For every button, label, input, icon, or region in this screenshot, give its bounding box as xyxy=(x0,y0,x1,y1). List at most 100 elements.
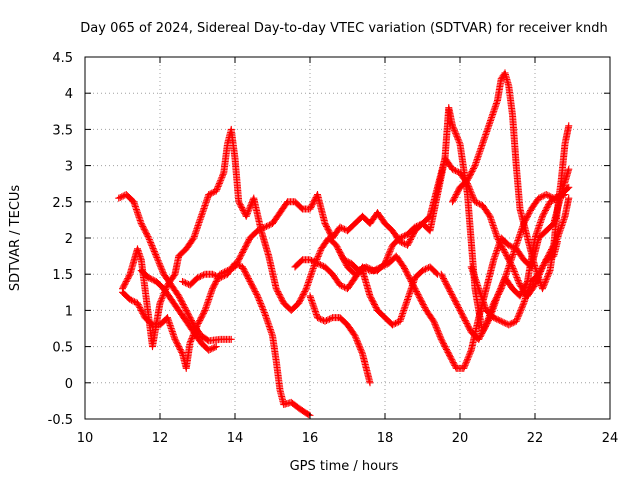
data-point xyxy=(420,302,428,310)
data-point xyxy=(443,282,451,290)
data-point xyxy=(415,292,423,300)
data-point xyxy=(455,138,463,146)
data-point xyxy=(502,319,510,327)
data-point xyxy=(382,258,390,266)
data-point xyxy=(139,309,147,317)
data-point xyxy=(298,293,306,301)
data-point xyxy=(515,311,523,319)
data-point xyxy=(212,343,220,351)
data-point xyxy=(431,320,439,328)
data-point xyxy=(297,295,305,303)
data-point xyxy=(157,296,165,304)
data-point xyxy=(363,265,371,273)
data-point xyxy=(318,262,326,270)
data-point xyxy=(215,181,223,189)
data-point xyxy=(188,334,196,342)
data-point xyxy=(150,246,158,254)
data-point xyxy=(253,290,261,298)
data-point xyxy=(219,172,226,180)
x-tick-label: 20 xyxy=(452,431,469,446)
data-point xyxy=(542,276,550,284)
data-point xyxy=(432,323,440,331)
data-point xyxy=(542,277,550,285)
data-point xyxy=(156,299,164,307)
data-point xyxy=(536,193,544,201)
data-point xyxy=(450,195,458,203)
data-point xyxy=(242,269,249,277)
data-point xyxy=(174,341,182,349)
data-point xyxy=(278,295,285,303)
data-point xyxy=(404,241,411,249)
data-point xyxy=(470,163,478,171)
data-point xyxy=(441,277,449,285)
data-point xyxy=(399,233,407,241)
data-point xyxy=(454,134,461,142)
x-axis-label: GPS time / hours xyxy=(290,459,399,474)
data-point xyxy=(323,224,331,232)
data-point xyxy=(406,237,414,245)
data-point xyxy=(200,308,208,316)
data-point xyxy=(145,236,153,244)
data-point xyxy=(438,337,446,345)
data-point xyxy=(539,285,546,293)
data-point xyxy=(308,256,315,264)
data-point xyxy=(435,331,443,339)
y-tick-label: 4.5 xyxy=(52,51,73,66)
data-point xyxy=(543,204,551,212)
data-point xyxy=(214,184,221,192)
data-point xyxy=(310,263,318,271)
data-point xyxy=(401,232,408,240)
data-point xyxy=(466,349,474,357)
data-point xyxy=(453,167,461,175)
data-point xyxy=(506,320,514,328)
data-point xyxy=(235,256,243,264)
data-point xyxy=(336,223,344,231)
data-point xyxy=(430,319,438,327)
data-point xyxy=(539,192,547,200)
data-point xyxy=(536,269,543,277)
data-point xyxy=(238,204,246,212)
data-point xyxy=(385,249,393,257)
data-point xyxy=(171,335,179,343)
data-point xyxy=(438,272,446,280)
data-point xyxy=(514,275,521,283)
data-point xyxy=(449,359,457,367)
data-point xyxy=(211,280,219,288)
data-point xyxy=(173,340,181,348)
data-point xyxy=(239,247,247,255)
data-point xyxy=(440,341,448,349)
data-point xyxy=(400,263,408,271)
data-point xyxy=(148,275,156,283)
data-point xyxy=(540,209,548,217)
data-point xyxy=(413,288,420,296)
data-point xyxy=(501,248,509,256)
data-point xyxy=(273,286,281,294)
data-point xyxy=(354,339,362,347)
data-point xyxy=(354,269,362,277)
y-tick-label: 2.5 xyxy=(52,196,73,211)
data-point xyxy=(221,272,228,280)
x-tick-label: 16 xyxy=(302,431,319,446)
data-point xyxy=(476,200,483,208)
series-arc-8 xyxy=(437,183,573,343)
x-tick-label: 22 xyxy=(527,431,544,446)
data-point xyxy=(481,324,489,332)
data-point xyxy=(124,275,132,283)
data-point xyxy=(241,267,249,275)
data-point xyxy=(206,190,214,198)
data-point xyxy=(140,311,147,319)
data-point xyxy=(157,264,165,272)
data-point xyxy=(494,234,501,242)
data-point xyxy=(461,315,468,323)
data-point xyxy=(231,259,239,267)
data-point xyxy=(312,259,320,267)
data-point xyxy=(434,270,441,278)
data-point xyxy=(515,278,523,286)
data-point xyxy=(122,279,129,287)
data-point xyxy=(542,256,550,264)
data-point xyxy=(452,167,459,175)
data-point xyxy=(465,173,473,181)
data-point xyxy=(180,278,188,286)
data-point xyxy=(449,293,457,301)
